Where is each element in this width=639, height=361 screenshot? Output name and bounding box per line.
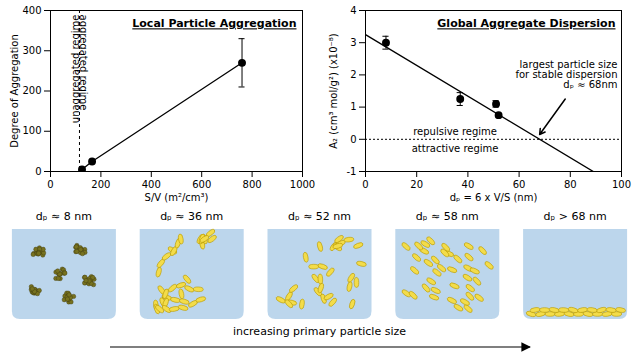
svg-text:200: 200 [22,85,41,96]
svg-text:300: 300 [22,45,41,56]
svg-text:dₚ = 6 x V/S (nm): dₚ = 6 x V/S (nm) [450,192,538,203]
svg-text:dₚ ≈ 58 nm: dₚ ≈ 58 nm [416,210,479,223]
svg-text:increasing primary particle si: increasing primary particle size [233,325,406,338]
svg-text:100: 100 [612,179,631,190]
svg-text:80: 80 [564,179,577,190]
svg-text:dₚ > 68 nm: dₚ > 68 nm [544,210,607,223]
svg-text:1: 1 [350,101,356,112]
svg-text:dₚ ≈ 36 nm: dₚ ≈ 36 nm [160,210,223,223]
svg-text:0: 0 [47,179,53,190]
svg-text:200: 200 [91,179,110,190]
svg-text:aggregated regime: aggregated regime [78,15,89,111]
svg-text:-1: -1 [347,166,357,177]
svg-text:Global Aggregate Dispersion: Global Aggregate Dispersion [437,17,615,30]
svg-text:largest particle sizefor stabl: largest particle sizefor stable dispersi… [515,59,617,90]
svg-text:dₚ ≈ 8 nm: dₚ ≈ 8 nm [36,210,92,223]
svg-text:400: 400 [22,5,41,16]
svg-text:0: 0 [350,134,356,145]
svg-text:100: 100 [22,125,41,136]
svg-text:400: 400 [142,179,161,190]
svg-text:600: 600 [192,179,211,190]
svg-text:S/V (m²/cm³): S/V (m²/cm³) [145,192,209,203]
svg-text:40: 40 [462,179,475,190]
svg-text:2: 2 [350,69,356,80]
svg-text:Degree of Aggregation: Degree of Aggregation [9,34,20,148]
svg-text:0: 0 [362,179,368,190]
svg-text:dₚ ≈ 52 nm: dₚ ≈ 52 nm [288,210,351,223]
svg-text:unaggregated regime: unaggregated regime [69,14,81,124]
svg-text:repulsive regime: repulsive regime [413,126,497,137]
svg-text:4: 4 [350,5,356,16]
svg-text:800: 800 [243,179,262,190]
svg-text:0: 0 [35,166,41,177]
svg-text:A₂ (cm³ mol/g²) (x10⁻⁸): A₂ (cm³ mol/g²) (x10⁻⁸) [328,33,339,149]
svg-text:attractive regime: attractive regime [412,143,499,154]
svg-text:60: 60 [513,179,526,190]
svg-text:Local Particle Aggregation: Local Particle Aggregation [132,17,296,30]
svg-text:20: 20 [410,179,423,190]
svg-text:3: 3 [350,37,356,48]
svg-text:1000: 1000 [290,179,315,190]
